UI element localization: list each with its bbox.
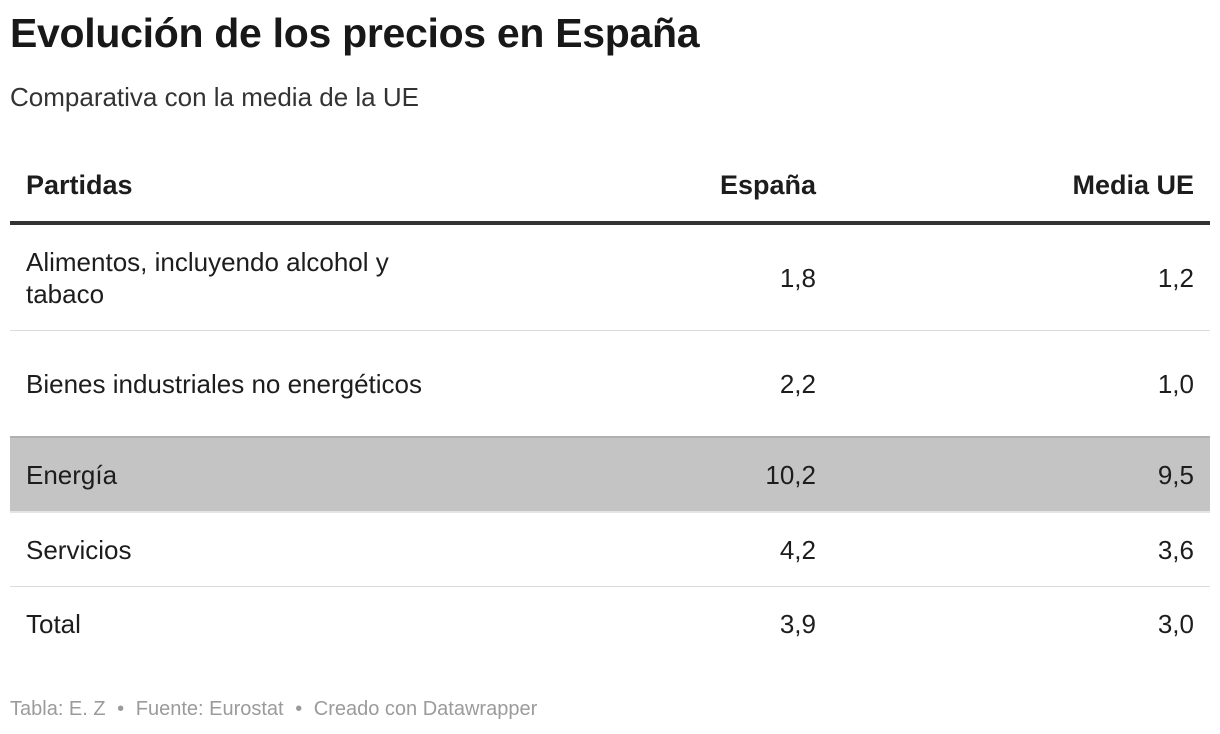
tool-credit[interactable]: Creado con Datawrapper bbox=[313, 698, 538, 720]
chart-subtitle: Comparativa con la media de la UE bbox=[10, 82, 419, 112]
cell-media-ue: 1,2 bbox=[832, 223, 1210, 331]
data-table: Partidas España Media UE Alimentos, incl… bbox=[10, 150, 1210, 660]
footer-separator: • bbox=[117, 698, 125, 720]
column-header-espana[interactable]: España bbox=[450, 150, 832, 225]
footer-separator: • bbox=[295, 698, 303, 720]
cell-partida: Energía bbox=[10, 436, 450, 513]
cell-espana: 3,9 bbox=[779, 608, 816, 639]
chart-footer: Tabla: E. Z • Fuente: Eurostat • Creado … bbox=[10, 698, 537, 721]
table-row: Servicios 4,2 3,6 bbox=[10, 512, 1210, 587]
table-body: Alimentos, incluyendo alcohol y tabaco 1… bbox=[10, 223, 1210, 660]
cell-partida: Bienes industriales no energéticos bbox=[10, 330, 450, 438]
table-row: Total 3,9 3,0 bbox=[10, 587, 1210, 661]
cell-espana: 2,2 bbox=[450, 330, 832, 438]
table-row: Alimentos, incluyendo alcohol y tabaco 1… bbox=[10, 223, 1210, 331]
cell-partida: Servicios bbox=[10, 512, 450, 587]
column-header-partidas[interactable]: Partidas bbox=[10, 150, 450, 225]
chart-title: Evolución de los precios en España bbox=[10, 10, 700, 56]
cell-espana: 10,2 bbox=[450, 436, 832, 513]
table-row-highlighted: Energía 10,2 9,5 bbox=[10, 436, 1210, 513]
source-credit: Fuente: Eurostat bbox=[135, 698, 284, 720]
cell-media-ue: 3,0 bbox=[1157, 608, 1194, 639]
cell-espana: 1,8 bbox=[450, 223, 832, 331]
cell-media-ue: 1,0 bbox=[832, 330, 1210, 438]
cell-media-ue: 9,5 bbox=[832, 436, 1210, 513]
cell-espana: 4,2 bbox=[450, 512, 832, 587]
table-header: Partidas España Media UE bbox=[10, 150, 1210, 225]
data-table-container: Partidas España Media UE Alimentos, incl… bbox=[10, 150, 1210, 660]
table-credit: Tabla: E. Z bbox=[10, 698, 106, 720]
header-row: Partidas España Media UE bbox=[10, 150, 1210, 225]
cell-partida: Alimentos, incluyendo alcohol y tabaco bbox=[10, 223, 450, 331]
table-row: Bienes industriales no energéticos 2,2 1… bbox=[10, 330, 1210, 438]
column-header-media-ue[interactable]: Media UE bbox=[832, 150, 1210, 225]
cell-partida: Total bbox=[26, 608, 81, 639]
cell-media-ue: 3,6 bbox=[832, 512, 1210, 587]
